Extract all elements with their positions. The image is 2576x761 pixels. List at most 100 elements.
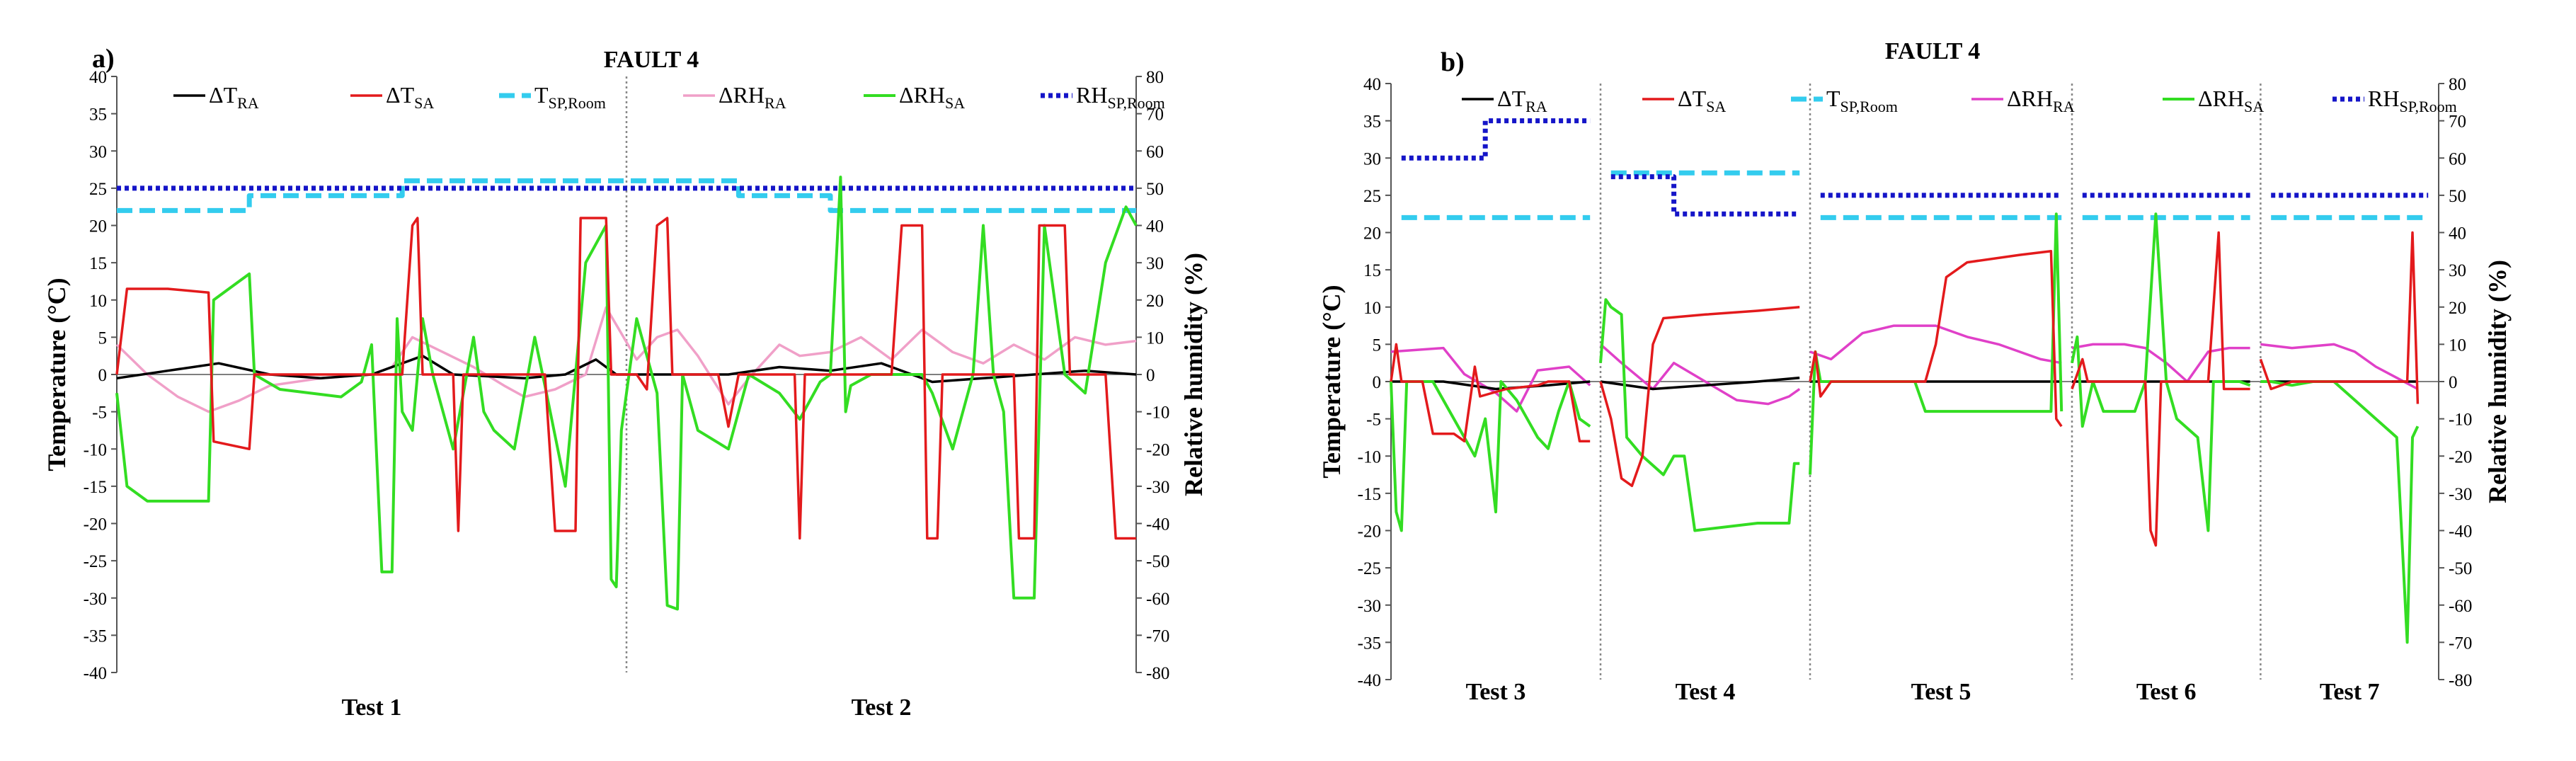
legend-subscript: SA xyxy=(1706,98,1726,115)
legend-label-RH_SP: RHSP,Room xyxy=(2368,86,2457,115)
series-dRH_RA_b-line xyxy=(1809,324,2062,365)
y2-tick-label: -40 xyxy=(1146,515,1169,534)
y2-tick-label: 50 xyxy=(2449,187,2466,206)
y-tick-label: 15 xyxy=(89,254,107,273)
y-tick-label: -40 xyxy=(84,664,107,683)
legend-label-dT_RA: ΔTRA xyxy=(209,82,259,112)
series-dRH_RA_b-line xyxy=(1390,346,1591,413)
y-tick-label: 0 xyxy=(98,366,108,385)
series-dRH_SA-line xyxy=(2071,212,2251,532)
legend-label-dT_SA: ΔTSA xyxy=(1678,86,1726,115)
y-tick-label: -5 xyxy=(92,404,107,423)
y2-tick-label: 40 xyxy=(2449,224,2466,244)
y-tick-label: 25 xyxy=(89,180,107,199)
y-axis-title: Temperature (°C) xyxy=(1317,285,1346,478)
chart-title: FAULT 4 xyxy=(1885,38,1980,64)
y-tick-label: 20 xyxy=(89,217,107,236)
y2-tick-label: -30 xyxy=(2449,485,2472,504)
y2-tick-label: 10 xyxy=(1146,328,1164,348)
legend-base: T xyxy=(534,82,549,108)
y-tick-label: -20 xyxy=(84,515,107,534)
legend-base: ΔT xyxy=(1678,86,1707,111)
series-dT_SA-line xyxy=(2259,231,2420,404)
y-tick-label: 15 xyxy=(1363,261,1381,280)
y-tick-label: 20 xyxy=(1363,224,1381,244)
y2-axis-title: Relative humidity (%) xyxy=(1179,253,1208,496)
y-tick-label: -25 xyxy=(1358,559,1381,578)
y2-tick-label: 70 xyxy=(1146,105,1164,125)
series-dT_SA-line xyxy=(2071,231,2250,547)
test-label: Test 3 xyxy=(1466,679,1526,705)
y2-tick-label: -10 xyxy=(1146,404,1169,423)
legend-subscript: RA xyxy=(1525,98,1547,115)
legend-label-dRH_RA: ΔRHRA xyxy=(719,82,786,112)
legend-base: RH xyxy=(2368,86,2399,111)
panel-label: b) xyxy=(1441,47,1465,77)
y-tick-label: 25 xyxy=(1363,187,1381,206)
test-label: Test 6 xyxy=(2136,679,2197,705)
y2-tick-label: 80 xyxy=(1146,68,1164,87)
series-dT_SA-line xyxy=(115,217,1136,540)
y2-tick-label: 50 xyxy=(1146,180,1164,199)
y2-tick-label: -30 xyxy=(1146,478,1169,497)
y2-tick-label: -70 xyxy=(2449,634,2472,653)
series-dT_SA-line xyxy=(1390,343,1591,442)
series-dRH_SA-line xyxy=(1390,380,1591,532)
legend-label-T_SP: TSP,Room xyxy=(1826,86,1898,115)
legend-subscript: SA xyxy=(2244,98,2264,115)
y-axis-title: Temperature (°C) xyxy=(42,277,71,471)
y-tick-label: 40 xyxy=(1363,75,1381,94)
legend-base: ΔT xyxy=(386,82,415,108)
chart-title: FAULT 4 xyxy=(604,47,699,73)
series-dRH_RA_b-line xyxy=(2260,343,2419,391)
y-tick-label: -15 xyxy=(84,478,107,497)
legend-base: ΔRH xyxy=(2007,86,2053,111)
series-dRH_RA_a-line xyxy=(115,306,1137,413)
y2-tick-label: 70 xyxy=(2449,113,2466,132)
y-tick-label: -25 xyxy=(84,552,107,571)
test-label: Test 2 xyxy=(852,694,912,721)
y2-tick-label: -40 xyxy=(2449,522,2472,542)
series-dT_SA-line xyxy=(1809,250,2063,428)
series-dT_RA-line xyxy=(1600,376,1800,391)
legend-subscript: SP,Room xyxy=(1841,98,1898,115)
y-tick-label: 35 xyxy=(89,105,107,125)
legend-subscript: RA xyxy=(237,94,259,112)
legend-label-dT_RA: ΔTRA xyxy=(1497,86,1547,115)
series-dRH_SA-line xyxy=(2260,380,2420,644)
y2-tick-label: 0 xyxy=(2449,373,2458,392)
legend-label-dT_SA: ΔTSA xyxy=(386,82,434,112)
series-RH_SP-line xyxy=(1610,174,1800,217)
y2-tick-label: -50 xyxy=(1146,552,1169,571)
series-RH_SP-line xyxy=(1401,118,1591,161)
legend-label-RH_SP: RHSP,Room xyxy=(1076,82,1165,112)
series-dRH_RA_b-line xyxy=(1599,343,1801,406)
y2-tick-label: 20 xyxy=(1146,292,1164,311)
legend-subscript: RA xyxy=(2053,98,2075,115)
series-dT_SA-line xyxy=(1599,306,1800,488)
y2-tick-label: 20 xyxy=(2449,299,2466,318)
y2-tick-label: 0 xyxy=(1146,366,1155,385)
legend-label-dRH_SA: ΔRHSA xyxy=(899,82,965,112)
y2-tick-label: 80 xyxy=(2449,75,2466,94)
y-tick-label: 0 xyxy=(1373,373,1382,392)
y2-tick-label: -60 xyxy=(2449,597,2472,616)
y2-tick-label: 60 xyxy=(2449,149,2466,168)
y-tick-label: -20 xyxy=(1358,522,1381,542)
y2-axis-title: Relative humidity (%) xyxy=(2483,260,2512,503)
series-dRH_SA-line xyxy=(1599,298,1800,532)
legend-label-dRH_SA: ΔRHSA xyxy=(2198,86,2264,115)
y2-tick-label: -70 xyxy=(1146,626,1169,646)
y2-tick-label: -20 xyxy=(1146,440,1169,459)
y-tick-label: -30 xyxy=(84,590,107,609)
legend-base: ΔRH xyxy=(899,82,945,108)
y2-tick-label: 30 xyxy=(2449,261,2466,280)
y-tick-label: -30 xyxy=(1358,597,1381,616)
legend-label-T_SP: TSP,Room xyxy=(534,82,606,112)
legend-subscript: SP,Room xyxy=(549,94,606,112)
y2-tick-label: 40 xyxy=(1146,217,1164,236)
y-tick-label: -40 xyxy=(1358,671,1381,690)
legend-subscript: SA xyxy=(414,94,434,112)
test-label: Test 5 xyxy=(1911,679,1971,705)
